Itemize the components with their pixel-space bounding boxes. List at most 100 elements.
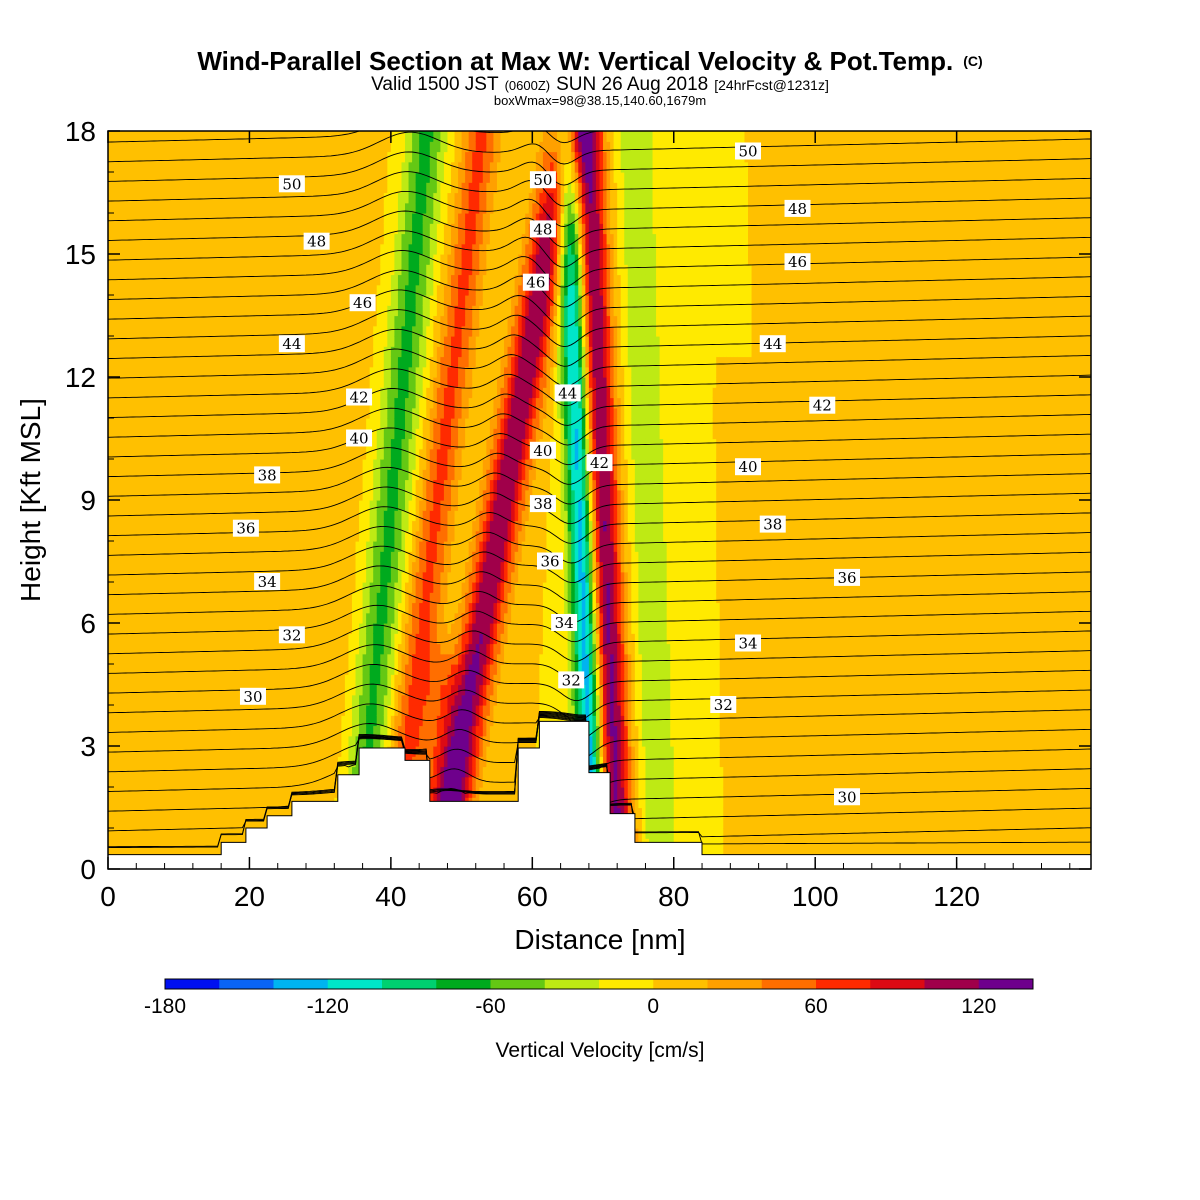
velocity-cell [337, 602, 342, 614]
velocity-cell [196, 151, 201, 163]
velocity-cell [263, 817, 268, 829]
velocity-cell [298, 254, 304, 265]
velocity-cell [125, 387, 130, 399]
velocity-cell [341, 213, 346, 224]
velocity-cell [143, 715, 148, 727]
velocity-cell [143, 705, 148, 716]
velocity-cell [203, 172, 208, 183]
velocity-cell [337, 151, 342, 163]
velocity-cell [334, 172, 339, 183]
velocity-cell [249, 172, 254, 183]
velocity-cell [320, 356, 325, 368]
velocity-cell [344, 592, 350, 604]
velocity-cell [281, 305, 286, 317]
velocity-cell [182, 735, 187, 747]
velocity-cell [242, 612, 247, 624]
velocity-cell [122, 592, 127, 604]
velocity-cell [330, 264, 335, 276]
velocity-cell [175, 387, 180, 399]
velocity-cell [288, 510, 293, 522]
velocity-cell [111, 377, 116, 388]
velocity-cell [122, 213, 127, 224]
velocity-cell [146, 848, 152, 860]
velocity-cell [323, 561, 328, 573]
velocity-cell [323, 469, 328, 481]
velocity-cell [260, 284, 265, 296]
velocity-cell [256, 264, 261, 276]
velocity-cell [132, 797, 137, 809]
velocity-cell [348, 633, 353, 645]
velocity-cell [111, 612, 116, 624]
velocity-cell [214, 561, 219, 573]
velocity-cell [306, 489, 311, 501]
velocity-cell [122, 141, 127, 153]
velocity-cell [341, 715, 346, 727]
velocity-cell [221, 295, 226, 306]
velocity-cell [129, 305, 134, 317]
velocity-cell [231, 141, 236, 153]
velocity-cell [281, 387, 286, 399]
velocity-cell [182, 151, 187, 163]
velocity-cell [210, 571, 215, 583]
velocity-cell [249, 541, 254, 552]
velocity-cell [189, 418, 194, 429]
velocity-cell [171, 756, 176, 768]
velocity-cell [277, 510, 282, 522]
velocity-cell [228, 766, 233, 778]
velocity-cell [284, 141, 289, 153]
velocity-cell [252, 243, 258, 255]
velocity-cell [185, 715, 190, 727]
velocity-cell [210, 315, 215, 327]
velocity-cell [309, 356, 314, 368]
velocity-cell [118, 848, 123, 860]
velocity-cell [252, 182, 258, 194]
velocity-cell [139, 674, 144, 686]
velocity-cell [302, 274, 307, 286]
velocity-cell [320, 489, 325, 501]
velocity-cell [146, 725, 152, 737]
velocity-cell [164, 305, 169, 317]
velocity-cell [132, 141, 137, 153]
velocity-cell [143, 787, 148, 798]
velocity-cell [242, 797, 247, 809]
velocity-cell [224, 315, 229, 327]
velocity-cell [306, 325, 311, 337]
velocity-cell [274, 787, 279, 798]
velocity-cell [153, 500, 159, 511]
velocity-cell [192, 141, 197, 153]
velocity-cell [111, 407, 116, 419]
velocity-cell [320, 664, 325, 675]
velocity-cell [281, 418, 286, 429]
velocity-cell [139, 848, 144, 860]
velocity-cell [171, 325, 176, 337]
velocity-cell [252, 817, 258, 829]
velocity-cell [330, 274, 335, 286]
velocity-cell [111, 325, 116, 337]
velocity-cell [108, 653, 113, 665]
velocity-cell [161, 623, 166, 634]
velocity-cell [302, 705, 307, 716]
velocity-cell [139, 172, 144, 183]
velocity-cell [210, 787, 215, 798]
velocity-cell [139, 530, 144, 542]
velocity-cell [185, 202, 190, 214]
velocity-cell [242, 202, 247, 214]
velocity-cell [245, 202, 251, 214]
velocity-cell [277, 735, 282, 747]
velocity-cell [341, 705, 346, 716]
velocity-cell [320, 694, 325, 706]
velocity-cell [306, 397, 311, 409]
velocity-cell [309, 418, 314, 429]
velocity-cell [164, 418, 169, 429]
velocity-cell [298, 131, 304, 142]
velocity-cell [228, 787, 233, 798]
velocity-cell [260, 161, 265, 173]
velocity-cell [242, 223, 247, 235]
velocity-cell [168, 500, 173, 511]
velocity-cell [242, 274, 247, 286]
velocity-cell [334, 223, 339, 235]
velocity-cell [306, 202, 311, 214]
velocity-cell [337, 489, 342, 501]
velocity-cell [111, 448, 116, 460]
velocity-cell [122, 325, 127, 337]
